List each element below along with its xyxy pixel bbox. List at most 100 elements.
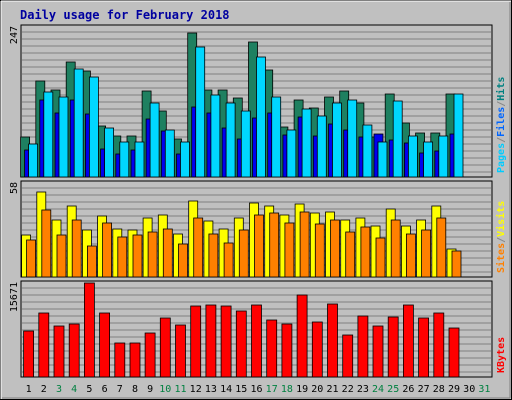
x-tick-label-day-28: 28	[433, 384, 445, 395]
bar-pages-day-24	[377, 141, 388, 178]
bar-kbytes-day-22	[342, 334, 354, 378]
x-tick-label-day-18: 18	[281, 384, 293, 395]
x-tick-label-day-11: 11	[174, 384, 186, 395]
bar-sites-day-6	[102, 222, 112, 278]
bar-sites-day-22	[345, 231, 356, 278]
bar-pages-day-6	[104, 127, 114, 178]
bar-kbytes-day-4	[68, 323, 80, 378]
x-tick-label-day-10: 10	[159, 384, 171, 395]
chart-title: Daily usage for February 2018	[20, 8, 230, 22]
bar-pages-day-17	[271, 96, 282, 178]
x-tick-label-day-16: 16	[250, 384, 262, 395]
bar-kbytes-day-14	[220, 305, 232, 378]
bar-pages-day-26	[407, 135, 418, 178]
legend-item: /	[496, 137, 507, 143]
x-tick-label-day-15: 15	[235, 384, 247, 395]
bar-sites-day-24	[375, 237, 386, 278]
bar-kbytes-day-9	[144, 332, 156, 378]
y-max-label-pages-files-hits: 247	[9, 26, 20, 44]
bar-sites-day-8	[132, 234, 143, 278]
bar-pages-day-3	[58, 96, 69, 178]
x-tick-label-day-3: 3	[56, 384, 62, 395]
bar-sites-day-10	[162, 228, 173, 278]
legend-visits-sites: Sites/Visits	[495, 201, 507, 273]
x-tick-label-day-14: 14	[220, 384, 232, 395]
x-tick-label-day-29: 29	[448, 384, 460, 395]
bar-pages-day-19	[301, 108, 312, 178]
legend-item: Hits	[495, 77, 507, 101]
bar-kbytes-day-25	[387, 316, 399, 378]
legend-kbytes: KBytes	[496, 337, 507, 373]
bar-sites-day-14	[223, 242, 234, 278]
bar-sites-day-25	[390, 219, 401, 278]
x-tick-label-day-24: 24	[372, 384, 384, 395]
bar-sites-day-2	[41, 209, 52, 278]
bar-sites-day-1	[26, 239, 37, 278]
bar-kbytes-day-1	[23, 330, 35, 378]
x-tick-label-day-17: 17	[266, 384, 278, 395]
bar-pages-day-14	[225, 102, 236, 178]
x-tick-label-day-8: 8	[132, 384, 138, 395]
bar-sites-day-11	[178, 243, 188, 278]
x-tick-label-day-30: 30	[463, 384, 475, 395]
legend-item: Visits	[495, 201, 507, 237]
bar-kbytes-day-7	[114, 342, 126, 378]
bar-sites-day-21	[330, 219, 340, 278]
x-tick-label-day-1: 1	[26, 384, 32, 395]
bar-pages-day-13	[210, 94, 221, 178]
chart-bars	[20, 32, 464, 378]
bar-kbytes-day-16	[251, 304, 262, 378]
x-tick-label-day-31: 31	[478, 384, 490, 395]
bar-pages-day-4	[73, 68, 84, 178]
bar-kbytes-day-2	[38, 312, 50, 378]
bar-sites-day-3	[56, 234, 67, 278]
y-max-labels: 247 58 15671	[9, 26, 20, 312]
x-tick-label-day-5: 5	[86, 384, 92, 395]
bar-kbytes-day-27	[418, 317, 430, 378]
bar-kbytes-day-13	[205, 304, 217, 378]
bar-sites-day-26	[405, 233, 416, 278]
legend-pages-files-hits: Pages/Files/Hits	[495, 77, 507, 173]
bar-kbytes-day-11	[175, 324, 186, 378]
y-max-label-visits-sites: 58	[9, 182, 20, 194]
bar-sites-day-20	[314, 223, 325, 278]
bar-kbytes-day-15	[235, 310, 247, 378]
bar-pages-day-27	[423, 141, 434, 178]
bar-pages-day-15	[240, 110, 251, 178]
bar-pages-day-22	[347, 99, 358, 178]
x-tick-label-day-21: 21	[326, 384, 338, 395]
legend-item: Pages	[496, 143, 507, 173]
bar-kbytes-day-21	[327, 303, 338, 378]
x-tick-label-day-19: 19	[296, 384, 308, 395]
bar-pages-day-11	[180, 141, 190, 178]
bar-sites-day-12	[193, 217, 204, 278]
x-tick-label-day-12: 12	[190, 384, 202, 395]
bar-pages-day-9	[149, 102, 160, 178]
bar-sites-day-15	[238, 229, 249, 278]
bar-pages-day-25	[392, 100, 403, 178]
x-tick-label-day-7: 7	[117, 384, 123, 395]
bar-pages-day-16	[256, 56, 266, 178]
bar-kbytes-day-18	[281, 323, 293, 378]
bar-pages-day-7	[119, 141, 130, 178]
bar-pages-day-12	[195, 46, 206, 178]
bar-kbytes-day-26	[402, 304, 414, 378]
bar-sites-day-23	[360, 226, 371, 278]
x-tick-label-day-26: 26	[402, 384, 414, 395]
x-tick-label-day-4: 4	[71, 384, 77, 395]
bar-pages-day-8	[134, 141, 145, 178]
bar-sites-day-13	[208, 233, 219, 278]
x-tick-label-day-23: 23	[357, 384, 369, 395]
bar-kbytes-day-29	[448, 327, 460, 378]
bar-sites-day-4	[71, 219, 82, 278]
x-tick-label-day-22: 22	[342, 384, 354, 395]
bar-pages-day-29	[453, 93, 464, 178]
bar-sites-day-16	[254, 214, 264, 278]
legend-item: Files	[495, 107, 507, 137]
bar-kbytes-day-20	[311, 321, 323, 378]
bar-pages-day-1	[28, 143, 39, 178]
legend-item: /	[496, 237, 507, 243]
bar-pages-day-28	[438, 135, 449, 178]
bar-sites-day-5	[87, 245, 97, 278]
